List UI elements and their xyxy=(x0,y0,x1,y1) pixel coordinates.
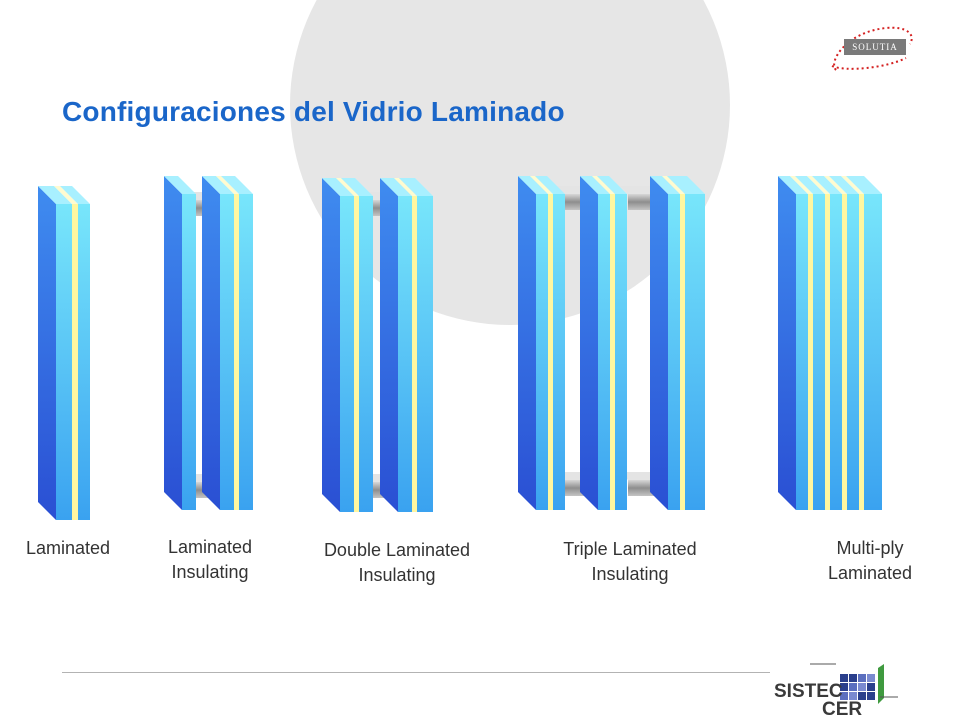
caption-laminated-insulating: Laminated Insulating xyxy=(167,537,253,582)
laminated-pane-layer-1-side xyxy=(38,186,56,520)
dli-pane-a-layer-3-front xyxy=(359,196,373,512)
laminated-pane-layer-3-top xyxy=(60,186,90,204)
li-pane-b-layer-1-front xyxy=(220,194,234,510)
caption-multi-ply-laminated: Multi-ply Laminated xyxy=(827,538,913,583)
caption-triple-laminated-insulating: Triple Laminated Insulating xyxy=(563,539,697,584)
caption-double-laminated-insulating: Double Laminated Insulating xyxy=(323,540,471,585)
multiply-pane-layer-1-front xyxy=(796,194,808,510)
tli-pane-c-layer-1-top xyxy=(650,176,680,194)
laminated-pane-layer-3-front xyxy=(78,204,90,520)
logo-grid-cell xyxy=(858,674,866,682)
logo-grid-cell xyxy=(867,674,875,682)
dli-pane-a-layer-1-front xyxy=(340,196,354,512)
dli-pane-b-layer-3-front xyxy=(417,196,433,512)
li-pane-b-layer-2-front xyxy=(234,194,239,510)
tli-pane-c-layer-1-front xyxy=(668,194,680,510)
footer-divider xyxy=(62,672,770,673)
logo-grid-cell xyxy=(849,692,857,700)
logo-grid-cell xyxy=(840,692,848,700)
multiply-pane-layer-2-front xyxy=(808,194,813,510)
tli-pane-a-layer-2-top xyxy=(530,176,553,194)
tli-pane-c-layer-1-side xyxy=(650,176,668,510)
dli-pane-a-layer-1-top xyxy=(322,178,354,196)
li-pane-a-layer-1-top xyxy=(164,176,196,194)
li-pane-b-layer-3-front xyxy=(239,194,253,510)
multiply-pane-layer-7-top xyxy=(829,176,859,194)
multiply-pane-layer-2-top xyxy=(790,176,813,194)
li-pane-a-layer-1-side xyxy=(164,176,182,510)
laminated-pane-layer-2-top xyxy=(54,186,78,204)
page-title: Configuraciones del Vidrio Laminado xyxy=(62,96,565,127)
li-pane-b-layer-2-top xyxy=(216,176,239,194)
li-pane-b-layer-1-top xyxy=(202,176,234,194)
dli-pane-b-layer-2-top xyxy=(394,178,417,196)
li-pane-b-layer-3-top xyxy=(221,176,253,194)
tli-pane-c-layer-2-front xyxy=(680,194,685,510)
tli-pane-b-layer-1-front xyxy=(598,194,610,510)
tli-pane-c-layer-2-top xyxy=(662,176,685,194)
multiply-pane-layer-8-top xyxy=(841,176,864,194)
laminated-pane-layer-2-front xyxy=(72,204,78,520)
multiply-pane-layer-4-top xyxy=(807,176,830,194)
dli-pane-b-layer-1-top xyxy=(380,178,412,196)
multiply-pane-layer-5-front xyxy=(830,194,842,510)
multiply-pane-layer-7-front xyxy=(847,194,859,510)
multiply-pane-layer-6-top xyxy=(824,176,847,194)
tli-pane-a-layer-3-front xyxy=(553,194,565,510)
logo-grid-cell xyxy=(840,674,848,682)
tli-pane-b-layer-1-top xyxy=(580,176,610,194)
tli-pane-a-layer-2-front xyxy=(548,194,553,510)
tli-pane-a-layer-1-top xyxy=(518,176,548,194)
dli-pane-b-layer-2-front xyxy=(412,196,417,512)
logo-orbit-icon xyxy=(831,26,913,71)
dli-pane-b-layer-1-front xyxy=(398,196,412,512)
tli-pane-c-layer-3-front xyxy=(685,194,705,510)
multiply-pane-layer-4-front xyxy=(825,194,830,510)
multiply-pane-layer-8-front xyxy=(859,194,864,510)
logo-grid-cell xyxy=(867,692,875,700)
tli-pane-a-layer-1-front xyxy=(536,194,548,510)
sistec-cer-logo: SISTEC CER xyxy=(770,650,920,720)
tli-pane-b-layer-2-top xyxy=(592,176,615,194)
multiply-pane-layer-9-front xyxy=(864,194,882,510)
logo-grid-cell xyxy=(867,683,875,691)
li-pane-a-layer-1-front xyxy=(182,194,196,510)
li-pane-b-layer-1-side xyxy=(202,176,220,510)
multiply-pane-layer-9-top xyxy=(846,176,882,194)
dli-pane-a-layer-2-top xyxy=(336,178,359,196)
caption-laminated: Laminated xyxy=(25,538,111,558)
tli-pane-a-layer-3-top xyxy=(535,176,565,194)
tli-pane-b-layer-2-front xyxy=(610,194,615,510)
multiply-pane-layer-3-front xyxy=(813,194,825,510)
multiply-pane-layer-1-top xyxy=(778,176,808,194)
logo-grid-icon xyxy=(810,663,898,704)
multiply-pane-layer-6-front xyxy=(842,194,847,510)
logo-grid-cell xyxy=(840,683,848,691)
logo-grid-cell xyxy=(849,683,857,691)
logo-grid-cell xyxy=(858,683,866,691)
tli-pane-c-layer-3-top xyxy=(667,176,705,194)
tli-pane-b-layer-3-front xyxy=(615,194,627,510)
tli-pane-b-layer-3-top xyxy=(597,176,627,194)
logo-text: SOLUTIA xyxy=(844,39,906,55)
dli-pane-a-layer-2-front xyxy=(354,196,359,512)
tli-pane-b-layer-1-side xyxy=(580,176,598,510)
dli-pane-b-layer-3-top xyxy=(399,178,433,196)
dli-pane-a-layer-1-side xyxy=(322,178,340,512)
tli-pane-a-layer-1-side xyxy=(518,176,536,510)
logo-green-bar xyxy=(878,664,884,704)
multiply-pane-layer-3-top xyxy=(795,176,825,194)
multiply-pane-layer-1-side xyxy=(778,176,796,510)
dli-pane-b-layer-1-side xyxy=(380,178,398,512)
logo-grid-cell xyxy=(858,692,866,700)
laminated-pane-layer-1-top xyxy=(38,186,72,204)
footer-brand-line1: SISTEC xyxy=(774,681,843,702)
dli-pane-a-layer-3-top xyxy=(341,178,373,196)
multiply-pane-layer-5-top xyxy=(812,176,842,194)
footer-brand-line2: CER xyxy=(822,699,863,720)
laminated-pane-layer-1-front xyxy=(56,204,72,520)
logo-grid-cell xyxy=(849,674,857,682)
solutia-logo: SOLUTIA xyxy=(826,22,916,76)
